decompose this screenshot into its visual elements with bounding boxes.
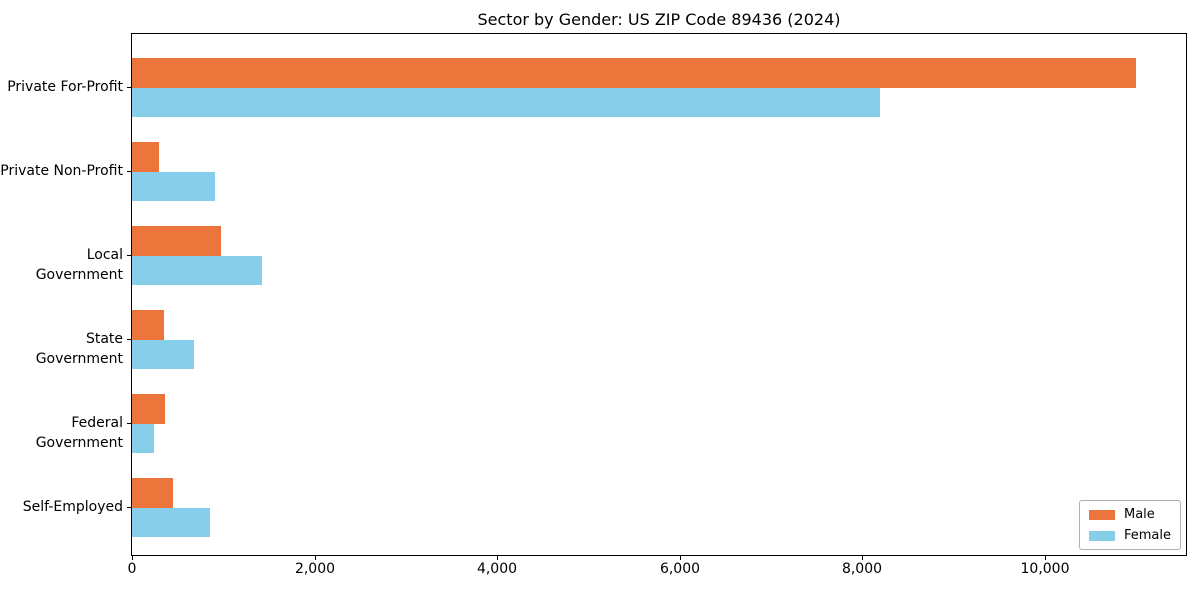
legend-item-male: Male: [1088, 507, 1171, 522]
y-axis-label-federal-government: Federal Government: [35, 414, 123, 451]
bar-female-private-for-profit: [132, 87, 880, 118]
x-axis-tick-label-8-000: 8,000: [841, 561, 883, 577]
y-axis-label-self-employed: Self-Employed: [22, 498, 123, 515]
y-axis-tick: [127, 338, 131, 340]
x-axis-tick: [315, 556, 316, 560]
y-axis-label-local-government: Local Government: [35, 246, 123, 283]
x-axis-tick-label-4-000: 4,000: [476, 561, 518, 577]
y-axis-label-private-non-profit: Private Non-Profit: [0, 162, 123, 179]
bar-female-state-government: [132, 339, 194, 370]
y-axis-label-private-for-profit: Private For-Profit: [7, 78, 123, 95]
x-axis-tick-label-6-000: 6,000: [659, 561, 701, 577]
x-axis-tick-label-2-000: 2,000: [294, 561, 336, 577]
x-axis-tick: [1045, 556, 1046, 560]
y-axis-tick: [127, 422, 131, 424]
x-axis-tick: [132, 556, 133, 560]
bar-female-private-non-profit: [132, 171, 215, 202]
bar-male-state-government: [132, 310, 164, 340]
legend-label-female: Female: [1123, 528, 1171, 543]
bar-female-self-employed: [132, 507, 210, 538]
y-axis-tick: [127, 254, 131, 256]
y-axis-tick: [127, 86, 131, 88]
x-axis-tick-label-10-000: 10,000: [1020, 561, 1070, 577]
bar-male-private-non-profit: [132, 142, 159, 172]
legend-swatch-male: [1088, 509, 1115, 520]
legend-label-male: Male: [1123, 507, 1155, 522]
x-axis-tick: [497, 556, 498, 560]
x-axis-tick-label-0: 0: [127, 561, 137, 577]
legend-item-female: Female: [1088, 528, 1171, 543]
x-axis-tick: [862, 556, 863, 560]
plot-area: [131, 33, 1187, 556]
bar-male-local-government: [132, 226, 221, 256]
bar-male-private-for-profit: [132, 58, 1136, 88]
bar-male-federal-government: [132, 394, 165, 424]
x-axis-tick: [680, 556, 681, 560]
y-axis-tick: [127, 170, 131, 172]
bar-female-federal-government: [132, 423, 154, 454]
bar-female-local-government: [132, 255, 262, 286]
y-axis-tick: [127, 506, 131, 508]
bar-male-self-employed: [132, 478, 173, 508]
legend: Male Female: [1078, 500, 1181, 550]
legend-swatch-female: [1088, 530, 1115, 541]
chart-title: Sector by Gender: US ZIP Code 89436 (202…: [477, 10, 841, 29]
y-axis-label-state-government: State Government: [35, 330, 123, 367]
